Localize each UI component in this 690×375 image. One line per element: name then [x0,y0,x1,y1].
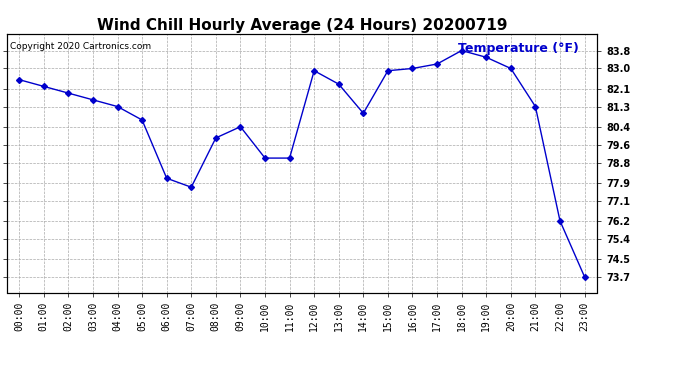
Text: Copyright 2020 Cartronics.com: Copyright 2020 Cartronics.com [10,42,151,51]
Text: Temperature (°F): Temperature (°F) [458,42,579,54]
Title: Wind Chill Hourly Average (24 Hours) 20200719: Wind Chill Hourly Average (24 Hours) 202… [97,18,507,33]
